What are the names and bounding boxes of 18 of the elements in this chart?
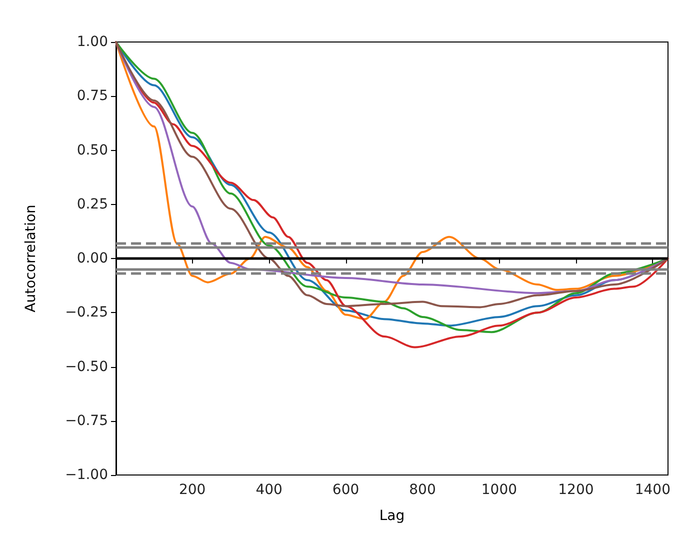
y-tick-label: 1.00	[76, 34, 108, 50]
x-axis-title: Lag	[379, 508, 405, 524]
x-tick-label: 200	[178, 482, 206, 498]
y-tick-label: −0.50	[65, 358, 108, 375]
y-tick-label: 0.75	[76, 88, 108, 104]
y-tick-label: 0.50	[76, 142, 108, 158]
y-tick-label: 0.25	[76, 196, 108, 212]
y-tick-label: −0.25	[65, 304, 108, 321]
x-tick-label: 600	[332, 482, 360, 498]
x-tick-label: 800	[409, 482, 436, 498]
x-tick-label: 400	[256, 482, 282, 498]
x-tick-label: 1200	[558, 482, 594, 498]
x-tick-label: 1000	[481, 482, 518, 498]
y-tick-label: −0.75	[65, 412, 108, 429]
y-axis-title: Autocorrelation	[23, 204, 39, 312]
y-tick-label: −1.00	[65, 467, 108, 483]
y-tick-label: 0.00	[76, 250, 108, 266]
x-tick-label: 1400	[634, 482, 670, 498]
